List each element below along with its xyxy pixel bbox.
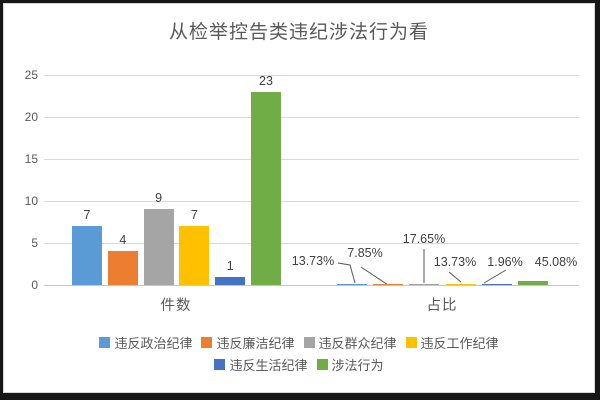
legend-item: 涉法行为 xyxy=(316,355,384,374)
leader-line xyxy=(360,266,389,286)
y-axis-tick-label: 10 xyxy=(24,194,38,208)
data-label: 1 xyxy=(226,258,234,273)
gridline xyxy=(44,75,579,76)
data-label: 9 xyxy=(155,191,163,206)
legend-label: 违反廉洁纪律 xyxy=(216,336,295,351)
legend-swatch-icon xyxy=(405,337,417,348)
legend-item: 违反廉洁纪律 xyxy=(201,333,295,352)
legend-swatch-icon xyxy=(201,337,213,348)
legend-swatch-icon xyxy=(316,359,328,370)
bar-件数-违反工作纪律 xyxy=(179,226,210,285)
data-label: 4 xyxy=(119,233,127,248)
legend-item: 违反群众纪律 xyxy=(303,333,397,352)
data-label: 7 xyxy=(83,208,91,223)
bar-占比-违反生活纪律 xyxy=(481,283,512,285)
data-label-percent: 13.73% xyxy=(291,254,335,268)
data-label: 23 xyxy=(259,73,273,88)
y-axis-tick-label: 25 xyxy=(24,68,38,82)
y-axis-tick-label: 15 xyxy=(24,152,38,166)
x-axis-category-label: 占比 xyxy=(426,298,458,314)
legend-item: 违反工作纪律 xyxy=(405,333,499,352)
y-axis-tick-label: 5 xyxy=(31,236,38,250)
gridline xyxy=(44,285,579,286)
gridline xyxy=(44,117,579,118)
legend: 违反政治纪律 违反廉洁纪律 违反群众纪律 违反工作纪律违反生活纪律 涉法行为 xyxy=(99,333,499,374)
bar-占比-违反工作纪律 xyxy=(445,283,476,285)
bar-件数-违反廉洁纪律 xyxy=(107,251,138,285)
leader-line xyxy=(448,271,462,283)
bar-占比-违反政治纪律 xyxy=(337,283,367,285)
y-axis-tick-label: 0 xyxy=(31,278,38,292)
data-label-percent: 7.85% xyxy=(347,246,383,260)
data-label-percent: 45.08% xyxy=(534,255,578,269)
legend-label: 违反生活纪律 xyxy=(229,358,308,373)
data-label-percent: 1.96% xyxy=(487,255,523,269)
legend-label: 涉法行为 xyxy=(331,358,384,373)
leader-line xyxy=(483,269,507,284)
legend-item: 违反生活纪律 xyxy=(214,355,308,374)
bar-件数-涉法行为 xyxy=(251,91,281,285)
legend-label: 违反群众纪律 xyxy=(318,336,397,351)
legend-swatch-icon xyxy=(214,359,226,370)
data-label-percent: 13.73% xyxy=(433,255,477,269)
y-axis-tick-label: 20 xyxy=(24,110,38,124)
legend-label: 违反工作纪律 xyxy=(420,336,499,351)
bar-占比-涉法行为 xyxy=(518,281,548,285)
bar-占比-违反群众纪律 xyxy=(409,283,440,285)
x-axis-category-label: 件数 xyxy=(160,298,192,314)
legend-swatch-icon xyxy=(99,337,111,348)
gridline xyxy=(44,201,579,202)
bar-件数-违反生活纪律 xyxy=(215,276,246,285)
legend-item: 违反政治纪律 xyxy=(99,333,192,352)
legend-label: 违反政治纪律 xyxy=(114,336,193,351)
gridline xyxy=(44,243,579,244)
bar-件数-违反群众纪律 xyxy=(143,209,174,285)
chart-title: 从检举控告类违纪涉法行为看 xyxy=(168,22,429,43)
data-label: 7 xyxy=(190,208,198,223)
leader-line xyxy=(337,262,356,284)
data-label-percent: 17.65% xyxy=(402,232,446,246)
chart-canvas: 从检举控告类违纪涉法行为看 违反政治纪律 违反廉洁纪律 违反群众纪律 违反工作纪律 违反… xyxy=(3,3,595,393)
bar-占比-违反廉洁纪律 xyxy=(373,283,404,285)
bar-件数-违反政治纪律 xyxy=(72,226,102,285)
gridline xyxy=(44,159,579,160)
legend-swatch-icon xyxy=(303,337,315,348)
